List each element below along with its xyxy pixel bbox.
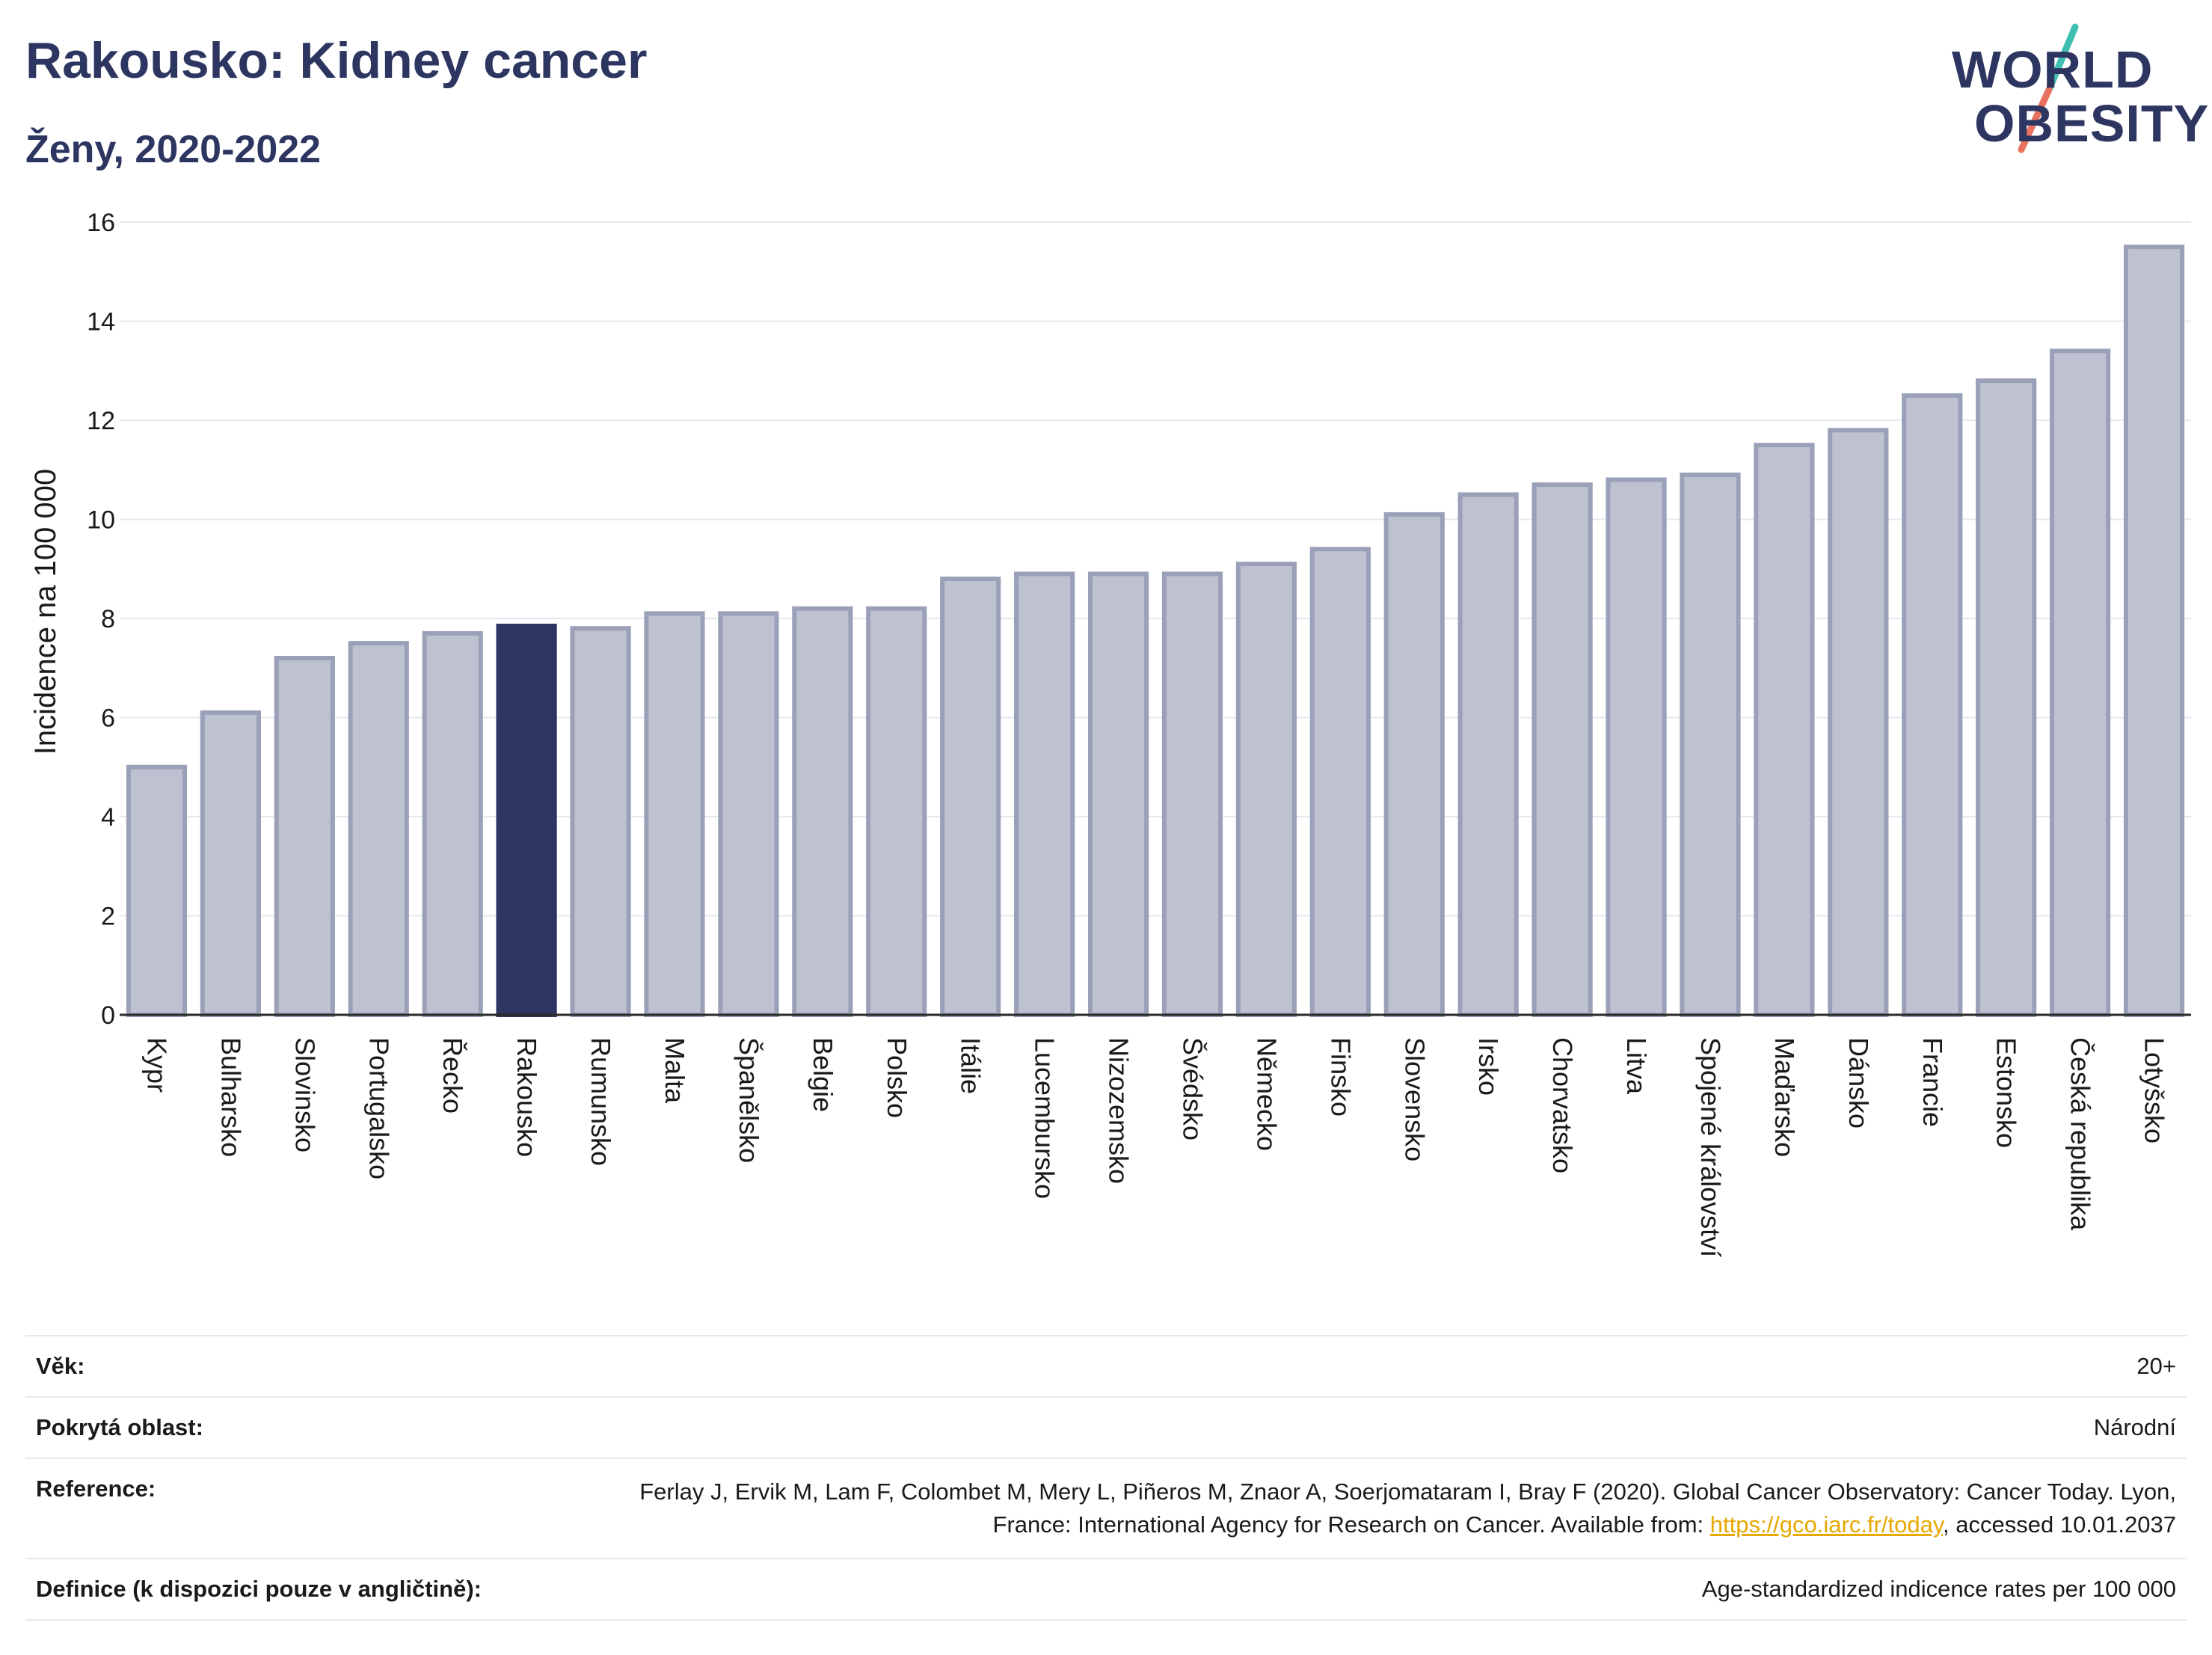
bar-německo	[1235, 562, 1297, 1017]
bar-litva	[1606, 477, 1667, 1017]
x-tick-label: Bulharsko	[215, 1037, 246, 1157]
bar-estonsko	[1976, 378, 2037, 1017]
x-tick-label: Slovinsko	[289, 1037, 320, 1152]
bar-kypr	[126, 764, 188, 1017]
x-tick-label: Rakousko	[511, 1037, 542, 1157]
x-tick-label: Maďarsko	[1769, 1037, 1800, 1157]
bar-spojené-království	[1680, 472, 1741, 1017]
page-title: Rakousko: Kidney cancer	[25, 32, 648, 89]
bar-chart: 0 2 4 6 8 10 12 14 16 Incidence na 100 000 Kypr B…	[29, 209, 2191, 1257]
page-subtitle: Ženy, 2020-2022	[25, 128, 322, 171]
x-tick-label: Finsko	[1325, 1037, 1356, 1117]
x-tick-label: Estonsko	[1991, 1037, 2022, 1148]
bar-rakousko	[496, 623, 557, 1017]
x-tick-label: Francie	[1917, 1037, 1948, 1127]
x-tick-label: Spojené království	[1695, 1037, 1726, 1257]
bar-francie	[1902, 393, 1963, 1017]
bar-chorvatsko	[1531, 482, 1593, 1017]
y-axis-label: Incidence na 100 000	[29, 469, 62, 755]
x-tick-label: Lotyšsko	[2139, 1037, 2170, 1143]
x-tick-label: Kypr	[141, 1037, 172, 1093]
reference-accessed: , accessed 10.01.2037	[1943, 1511, 2176, 1538]
bar-maďarsko	[1754, 443, 1815, 1017]
bar-slovensko	[1383, 512, 1445, 1017]
x-tick-label: Německo	[1251, 1037, 1282, 1151]
x-tick-label: Polsko	[882, 1037, 912, 1118]
info-table: Věk: 20+ Pokrytá oblast: Národní Referen…	[25, 1335, 2187, 1621]
y-tick-label: 6	[101, 704, 115, 733]
y-tick-label: 4	[101, 803, 115, 832]
info-row-reference: Reference: Ferlay J, Ervik M, Lam F, Col…	[25, 1458, 2187, 1559]
reference-label: Reference:	[25, 1458, 570, 1559]
info-row-age: Věk: 20+	[25, 1335, 2187, 1397]
bar-bulharsko	[200, 710, 261, 1017]
bar-polsko	[866, 606, 927, 1017]
x-tick-label: Irsko	[1473, 1037, 1504, 1096]
y-tick-label: 2	[101, 903, 115, 931]
x-tick-label: Řecko	[437, 1037, 468, 1114]
bar-itálie	[940, 577, 1001, 1017]
x-tick-label: Nizozemsko	[1104, 1037, 1134, 1184]
x-tick-label: Belgie	[808, 1037, 838, 1112]
x-tick-label: Portugalsko	[363, 1037, 394, 1179]
coverage-label: Pokrytá oblast:	[25, 1396, 570, 1458]
logo-slash-icon	[2018, 23, 2079, 153]
reference-value: Ferlay J, Ervik M, Lam F, Colombet M, Me…	[570, 1458, 2187, 1559]
y-tick-label: 0	[101, 1001, 115, 1030]
coverage-value: Národní	[570, 1396, 2187, 1458]
x-tick-label: Lucembursko	[1030, 1037, 1060, 1199]
bar-nizozemsko	[1087, 571, 1149, 1017]
logo-text-world: WORLD	[1952, 40, 2154, 99]
bar-malta	[644, 611, 705, 1017]
x-tick-label: Španělsko	[734, 1037, 764, 1163]
x-tick-label: Malta	[660, 1037, 690, 1104]
bar-portugalsko	[348, 641, 409, 1017]
definition-value: Age-standardized indicence rates per 100…	[570, 1558, 2187, 1621]
x-tick-label: Chorvatsko	[1547, 1037, 1578, 1173]
x-tick-label: Dánsko	[1843, 1037, 1874, 1129]
info-row-coverage: Pokrytá oblast: Národní	[25, 1396, 2187, 1458]
world-obesity-logo: WORLD OBESITY	[1944, 22, 2208, 157]
bar-česká-republika	[2050, 348, 2111, 1017]
y-tick-label: 8	[101, 605, 115, 633]
bar-lotyšsko	[2123, 245, 2185, 1017]
y-tick-label: 12	[87, 407, 115, 435]
x-tick-label: Česká republika	[2065, 1037, 2096, 1231]
x-tick-label: Švédsko	[1177, 1037, 1208, 1140]
age-label: Věk:	[25, 1335, 570, 1397]
bar-irsko	[1457, 492, 1519, 1017]
y-tick-label: 16	[87, 209, 115, 237]
y-axis-ticks: 0 2 4 6 8 10 12 14 16	[87, 209, 115, 1030]
x-tick-label: Rumunsko	[586, 1037, 616, 1166]
definition-label: Definice (k dispozici pouze v angličtině…	[25, 1558, 570, 1621]
bar-belgie	[792, 606, 853, 1017]
bars	[126, 245, 2185, 1017]
bar-lucembursko	[1014, 571, 1075, 1017]
bar-dánsko	[1828, 428, 1889, 1017]
bar-rumunsko	[570, 626, 631, 1017]
bar-slovinsko	[274, 656, 335, 1017]
y-tick-label: 10	[87, 506, 115, 535]
x-tick-label: Itálie	[956, 1037, 986, 1094]
x-axis-ticks: Kypr Bulharsko Slovinsko Portugalsko Řecko Ra…	[141, 1037, 2169, 1257]
logo-text-obesity: OBESITY	[1974, 94, 2210, 153]
bar-finsko	[1309, 547, 1371, 1017]
info-row-definition: Definice (k dispozici pouze v angličtině…	[25, 1558, 2187, 1621]
reference-link[interactable]: https://gco.iarc.fr/today	[1709, 1511, 1944, 1538]
bar-španělsko	[718, 611, 779, 1017]
bar-řecko	[422, 630, 483, 1017]
x-tick-label: Slovensko	[1399, 1037, 1430, 1161]
bar-švédsko	[1161, 571, 1223, 1017]
x-tick-label: Litva	[1621, 1037, 1652, 1095]
reference-text: Ferlay J, Ervik M, Lam F, Colombet M, Me…	[639, 1479, 2176, 1538]
y-tick-label: 14	[87, 308, 115, 337]
age-value: 20+	[570, 1335, 2187, 1397]
